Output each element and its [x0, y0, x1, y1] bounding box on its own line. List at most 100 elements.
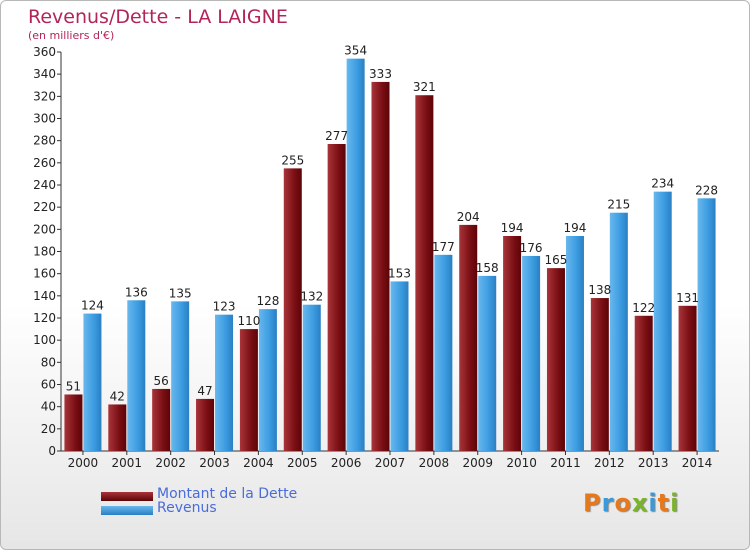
- y-tick-label: 200: [33, 222, 56, 236]
- bar-dette: [459, 224, 478, 451]
- data-label: 122: [632, 301, 655, 315]
- bar-dette: [634, 315, 653, 451]
- y-tick-label: 40: [41, 400, 56, 414]
- x-tick-label: 2012: [594, 456, 625, 470]
- data-label: 124: [81, 299, 104, 313]
- data-label: 47: [197, 384, 212, 398]
- x-tick-label: 2009: [462, 456, 493, 470]
- bar-revenus: [390, 281, 409, 451]
- data-label: 158: [476, 261, 499, 275]
- bar-dette: [196, 398, 215, 451]
- y-tick-label: 320: [33, 89, 56, 103]
- legend-label-revenus: Revenus: [157, 500, 217, 516]
- x-tick-label: 2014: [682, 456, 713, 470]
- data-label: 51: [66, 379, 81, 393]
- bar-revenus: [434, 254, 453, 451]
- y-tick-label: 140: [33, 289, 56, 303]
- x-tick-label: 2004: [243, 456, 274, 470]
- x-tick-label: 2007: [375, 456, 406, 470]
- y-tick-label: 60: [41, 378, 56, 392]
- bar-dette: [239, 329, 258, 451]
- data-label: 255: [281, 153, 304, 167]
- bar-revenus: [697, 198, 716, 451]
- data-label: 277: [325, 129, 348, 143]
- chart-subtitle: (en milliers d'€): [28, 29, 115, 42]
- x-tick-label: 2003: [199, 456, 230, 470]
- bar-revenus: [565, 235, 584, 451]
- x-tick-label: 2001: [112, 456, 143, 470]
- y-tick-label: 240: [33, 178, 56, 192]
- chart-title: Revenus/Dette - LA LAIGNE: [28, 6, 288, 28]
- y-tick-label: 160: [33, 267, 56, 281]
- y-tick-label: 120: [33, 311, 56, 325]
- y-tick-label: 0: [48, 444, 56, 458]
- bar-dette: [546, 268, 565, 451]
- y-tick-label: 20: [41, 422, 56, 436]
- data-label: 128: [256, 294, 279, 308]
- bar-revenus: [171, 301, 190, 451]
- x-tick-label: 2005: [287, 456, 318, 470]
- bar-dette: [64, 394, 83, 451]
- y-tick-label: 80: [41, 355, 56, 369]
- data-label: 110: [237, 314, 260, 328]
- data-label: 138: [588, 283, 611, 297]
- bar-dette: [503, 235, 522, 451]
- y-tick-label: 220: [33, 200, 56, 214]
- x-tick-label: 2000: [68, 456, 99, 470]
- x-tick-label: 2002: [155, 456, 186, 470]
- data-label: 136: [125, 285, 148, 299]
- bar-revenus: [609, 212, 628, 451]
- data-label: 354: [344, 44, 367, 58]
- y-tick-label: 360: [33, 45, 56, 59]
- bars: [64, 58, 716, 452]
- data-label: 135: [169, 286, 192, 300]
- data-label: 56: [154, 374, 169, 388]
- bar-revenus: [478, 275, 497, 451]
- bar-dette: [108, 404, 127, 451]
- bar-revenus: [653, 191, 672, 451]
- data-label: 132: [300, 290, 323, 304]
- bar-revenus: [346, 58, 365, 452]
- y-tick-label: 340: [33, 67, 56, 81]
- x-tick-label: 2006: [331, 456, 362, 470]
- data-label: 153: [388, 266, 411, 280]
- x-tick-label: 2011: [550, 456, 581, 470]
- data-label: 194: [501, 221, 524, 235]
- y-tick-label: 280: [33, 134, 56, 148]
- data-label: 215: [607, 198, 630, 212]
- data-label: 321: [413, 80, 436, 94]
- y-tick-label: 180: [33, 245, 56, 259]
- bar-dette: [327, 143, 346, 451]
- data-label: 131: [676, 291, 699, 305]
- bar-revenus: [127, 300, 146, 451]
- data-label: 204: [457, 210, 480, 224]
- bar-revenus: [302, 304, 321, 451]
- x-tick-label: 2008: [419, 456, 450, 470]
- bar-dette: [678, 305, 697, 451]
- bar-revenus: [83, 313, 102, 451]
- bar-revenus: [522, 255, 541, 451]
- legend-swatch-dette: [101, 492, 153, 501]
- data-label: 228: [695, 183, 718, 197]
- data-label: 176: [520, 241, 543, 255]
- data-label: 165: [545, 253, 568, 267]
- y-tick-label: 260: [33, 156, 56, 170]
- bar-dette: [283, 168, 302, 451]
- data-label: 234: [651, 177, 674, 191]
- proxiti-logo: Proxiti: [583, 489, 680, 517]
- data-label: 194: [564, 221, 587, 235]
- bar-dette: [415, 95, 434, 451]
- y-tick-label: 300: [33, 112, 56, 126]
- y-tick-label: 100: [33, 333, 56, 347]
- bar-dette: [152, 388, 171, 451]
- legend-label-dette: Montant de la Dette: [157, 486, 298, 502]
- axes: 0 20 40 60 80 100 120 140 160 180 200 220 240 260 280 3…: [33, 45, 719, 470]
- bar-revenus: [215, 314, 234, 451]
- data-label: 123: [213, 300, 236, 314]
- data-label: 333: [369, 67, 392, 81]
- data-label: 42: [110, 389, 125, 403]
- data-label: 177: [432, 240, 455, 254]
